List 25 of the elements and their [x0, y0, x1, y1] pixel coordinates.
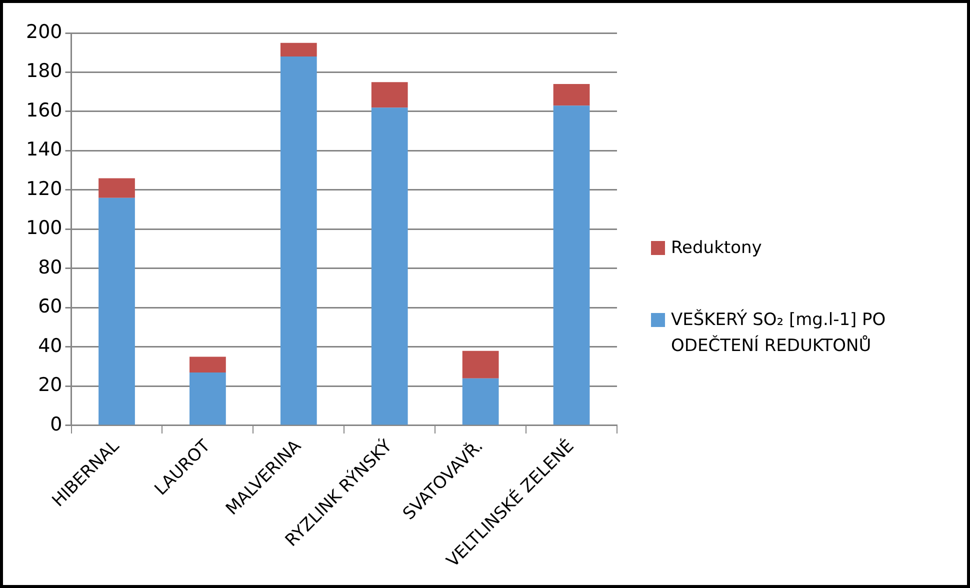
bar	[190, 356, 226, 373]
y-tick-label: 60	[38, 296, 62, 318]
y-tick-label: 100	[26, 217, 62, 240]
y-tick-label: 40	[38, 334, 62, 357]
bar	[553, 84, 590, 106]
bar	[280, 56, 317, 425]
y-tick-label: 120	[26, 178, 62, 200]
y-tick-label: 140	[26, 138, 62, 161]
bar	[462, 350, 499, 378]
legend-label: VEŠKERÝ SO₂ [mg.l-1] PO ODEČTENÍ REDUKTONŮ	[671, 308, 887, 358]
y-tick-label: 0	[50, 413, 62, 436]
bar	[98, 178, 135, 198]
legend-label: Reduktony	[671, 237, 762, 260]
bar	[553, 106, 590, 425]
y-tick-label: 80	[38, 256, 62, 278]
bar	[190, 372, 226, 425]
y-tick-label: 180	[26, 60, 62, 82]
y-tick-label: 200	[26, 20, 62, 43]
y-tick-label: 160	[26, 99, 62, 122]
bar	[462, 378, 499, 425]
y-tick-label: 20	[38, 374, 62, 396]
bar	[98, 198, 135, 425]
bar	[280, 42, 317, 57]
bar	[371, 108, 408, 425]
bar	[371, 82, 408, 108]
